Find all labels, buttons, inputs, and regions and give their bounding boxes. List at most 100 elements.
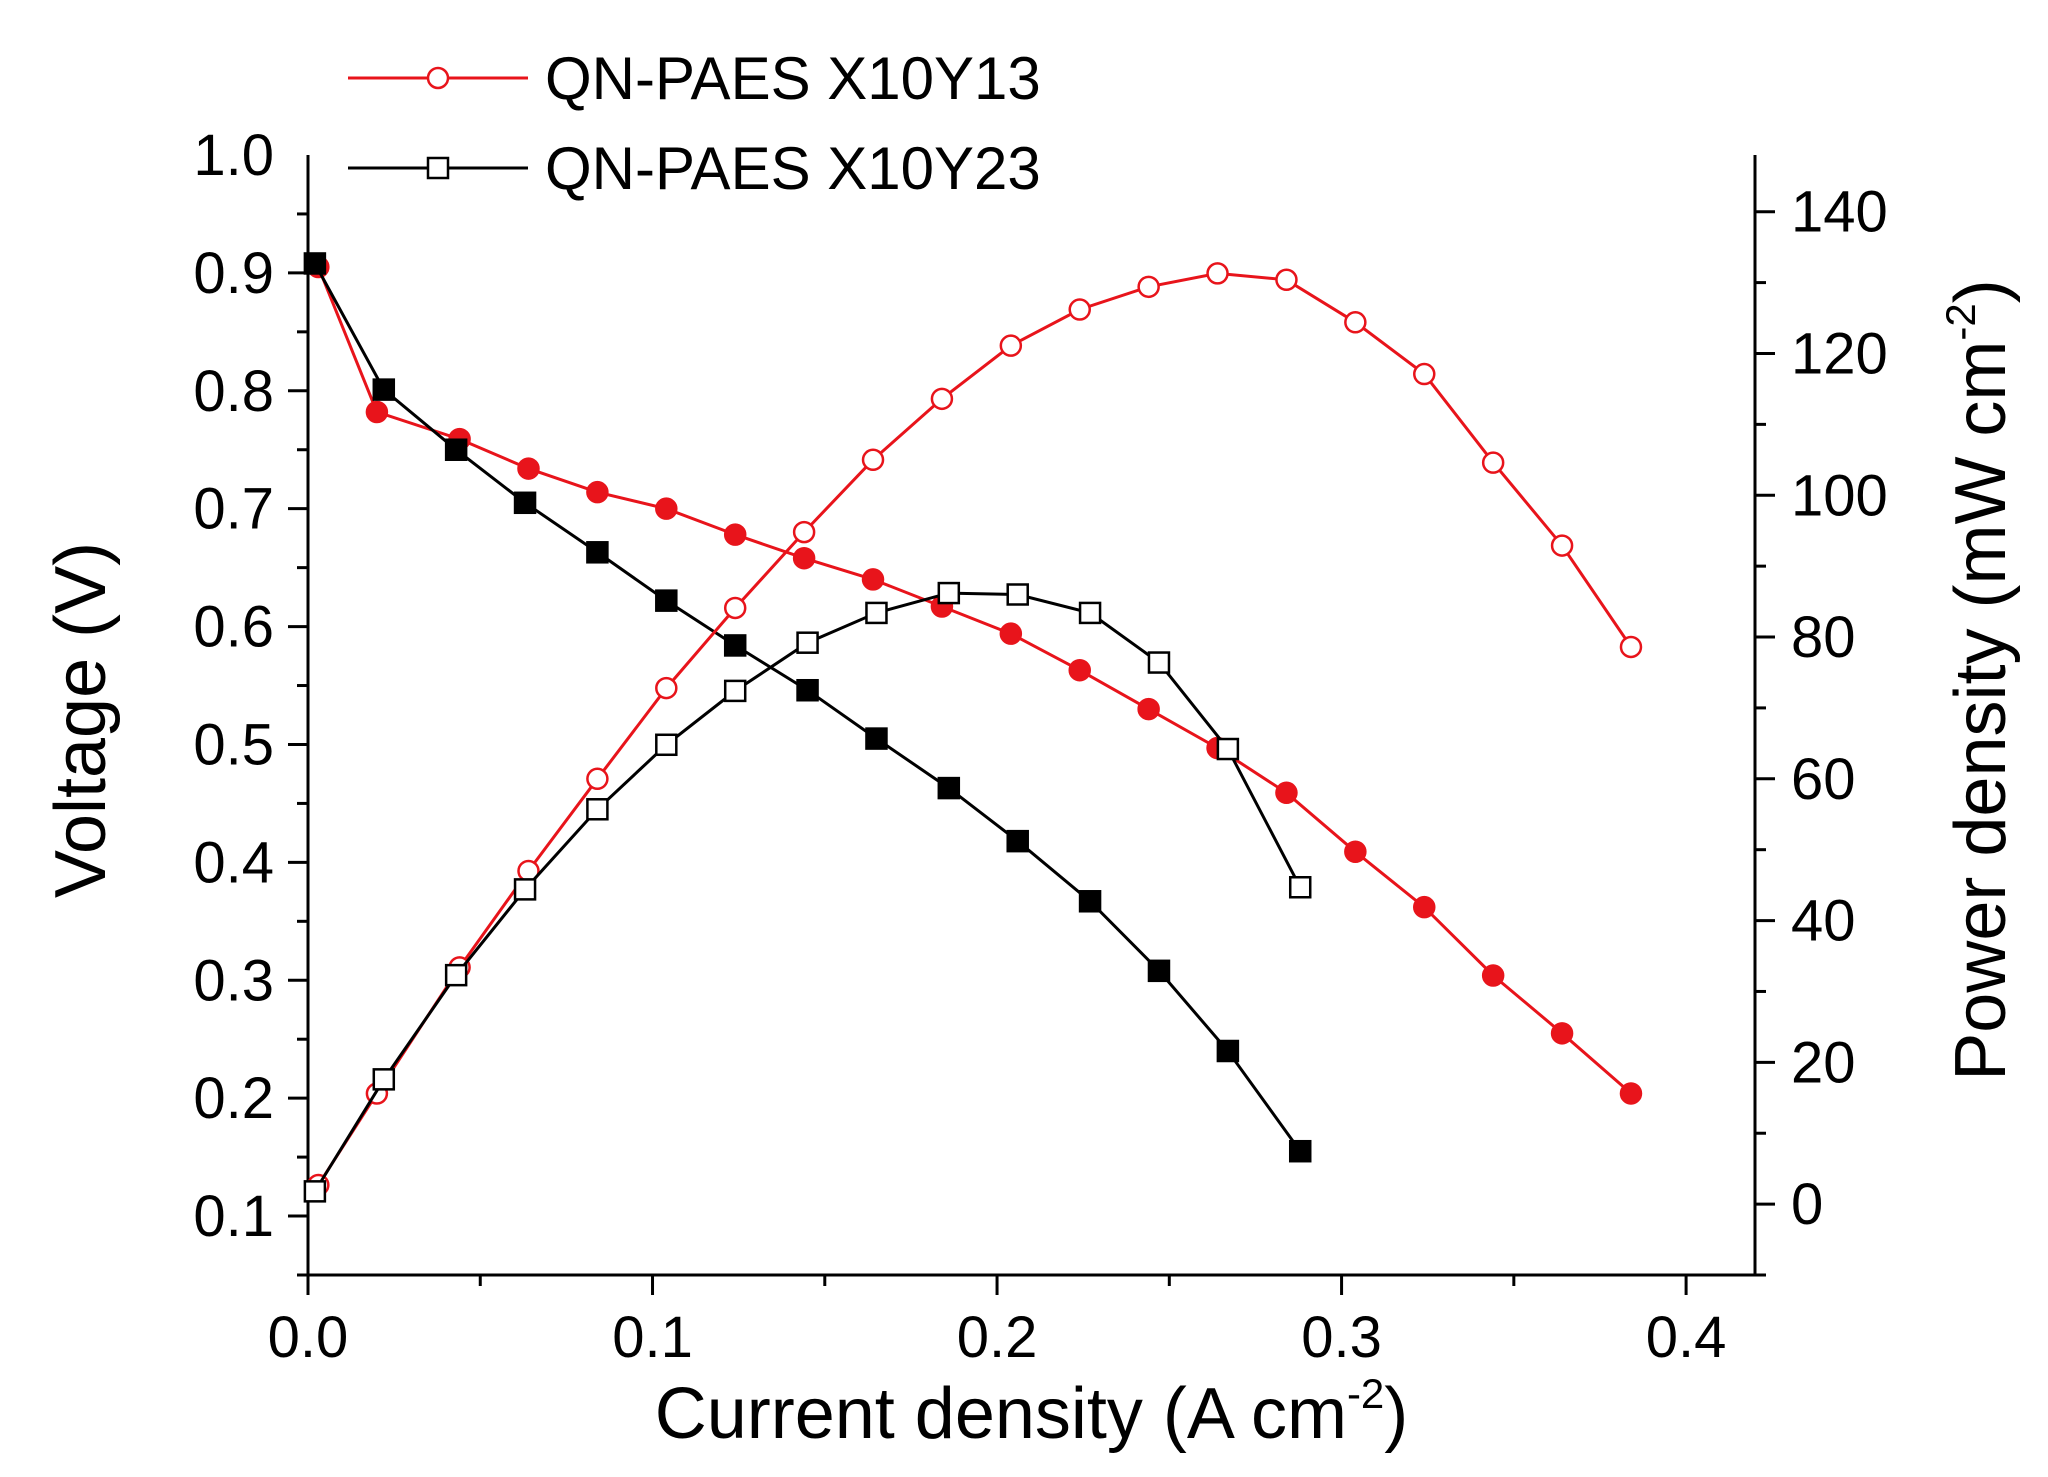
data-point <box>1068 298 1091 321</box>
data-point <box>792 546 816 570</box>
data-point <box>1481 964 1505 987</box>
data-point <box>1550 534 1574 557</box>
data-point <box>1344 311 1367 334</box>
data-point <box>655 497 678 520</box>
data-point <box>1413 895 1436 919</box>
data-point <box>444 438 468 461</box>
x-tick-label: 0.3 <box>1301 1305 1382 1370</box>
data-point <box>586 541 609 564</box>
data-point <box>372 378 396 401</box>
data-point <box>1006 583 1029 606</box>
series-4 <box>303 581 1312 1203</box>
y2-tick-label: 0 <box>1791 1172 1823 1237</box>
data-point <box>1078 890 1102 913</box>
y-tick-label: 0.8 <box>193 359 274 424</box>
data-point <box>586 480 609 504</box>
y2-tick-label: 40 <box>1791 889 1856 954</box>
data-point <box>1413 362 1436 386</box>
legend-label: QN-PAES X10Y13 <box>545 45 1041 112</box>
y2-tick-label: 80 <box>1791 605 1856 670</box>
data-point <box>999 622 1023 645</box>
data-point <box>796 631 819 654</box>
data-point <box>1206 262 1229 285</box>
series-2 <box>303 252 1312 1163</box>
series-3 <box>307 262 1643 1197</box>
x-tick-label: 0.1 <box>612 1305 693 1370</box>
data-point <box>1216 737 1240 761</box>
data-point <box>1147 651 1171 674</box>
axes <box>306 155 1757 1277</box>
data-point <box>365 400 389 424</box>
y-tick-label: 0.4 <box>193 830 274 895</box>
data-point <box>1481 451 1505 474</box>
y2-tick-label: 140 <box>1791 180 1888 245</box>
data-point <box>1619 635 1643 659</box>
data-point <box>930 387 954 411</box>
legend-label: QN-PAES X10Y23 <box>545 135 1041 202</box>
series-line <box>316 266 1632 1095</box>
data-point <box>1137 275 1160 299</box>
legend: QN-PAES X10Y13 QN-PAES X10Y23 <box>348 45 1041 202</box>
legend-marker <box>426 66 450 90</box>
data-point <box>1078 601 1102 625</box>
data-point <box>1275 781 1298 805</box>
data-point <box>861 568 885 591</box>
data-point <box>1147 959 1171 983</box>
y-tick-label: 0.6 <box>193 595 274 660</box>
data-point <box>792 520 816 544</box>
series-line <box>317 271 1633 1186</box>
data-point <box>655 733 678 757</box>
y-tick-label: 0.2 <box>193 1066 274 1131</box>
y2-tick-label: 20 <box>1791 1030 1856 1095</box>
x-tick-label: 0.2 <box>957 1305 1038 1370</box>
data-point <box>513 878 537 901</box>
x-axis-title: Current density (A cm-2) <box>655 1370 1409 1454</box>
data-point <box>1619 1082 1643 1105</box>
data-point <box>586 798 609 821</box>
data-point <box>303 252 327 275</box>
x-tick-label: 0.0 <box>268 1305 349 1370</box>
data-point <box>1137 697 1160 721</box>
data-point <box>1216 1039 1240 1063</box>
legend-item: QN-PAES X10Y13 <box>348 45 1041 112</box>
data-point <box>372 1068 396 1091</box>
data-point <box>865 601 888 625</box>
data-point <box>655 589 678 612</box>
data-point <box>937 776 961 800</box>
data-point <box>1344 840 1367 864</box>
series-1 <box>307 255 1643 1105</box>
data-point <box>1068 658 1091 682</box>
data-point <box>517 457 540 480</box>
data-point <box>444 963 468 987</box>
y2-tick-label: 100 <box>1791 463 1888 528</box>
data-point <box>513 491 537 515</box>
data-point <box>1288 1139 1312 1163</box>
data-point <box>1288 876 1312 899</box>
data-point <box>861 448 885 472</box>
data-point <box>1550 1022 1574 1045</box>
data-point <box>1275 268 1298 292</box>
data-series <box>303 252 1643 1203</box>
data-point <box>865 727 888 750</box>
y-axis-title: Voltage (V) <box>41 542 121 898</box>
data-point <box>723 596 747 620</box>
legend-item: QN-PAES X10Y23 <box>348 135 1041 202</box>
data-point <box>723 679 747 703</box>
data-point <box>796 678 819 702</box>
y-tick-label: 0.9 <box>193 241 274 306</box>
x-tick-label: 0.4 <box>1646 1305 1727 1370</box>
data-point <box>999 334 1023 357</box>
data-point <box>655 676 678 700</box>
tick-marks: 0.0 0.1 0.2 0.3 0.4 0.1 0.2 0.3 0.4 0.5 0.6 0.7 0.8 0… <box>193 123 1887 1370</box>
data-point <box>723 634 747 657</box>
y-tick-label: 1.0 <box>193 123 274 188</box>
y-tick-label: 0.5 <box>193 712 274 777</box>
y2-axis-title: Power density (mW cm-2) <box>1937 279 2021 1080</box>
data-point <box>937 581 961 605</box>
data-point <box>1006 829 1029 853</box>
y2-tick-label: 120 <box>1791 321 1888 386</box>
data-point <box>303 1180 327 1203</box>
y-tick-label: 0.3 <box>193 948 274 1013</box>
y-tick-label: 0.7 <box>193 477 274 542</box>
